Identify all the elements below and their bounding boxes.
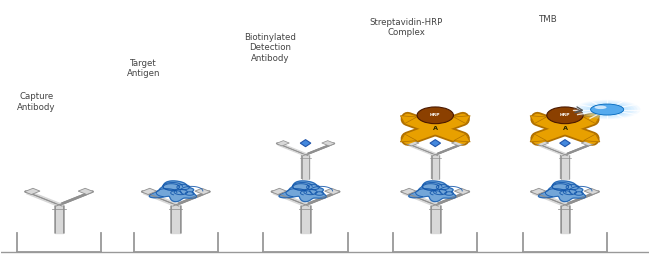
FancyBboxPatch shape xyxy=(271,188,287,194)
Polygon shape xyxy=(409,181,456,202)
Text: TMB: TMB xyxy=(540,15,558,24)
Text: HRP: HRP xyxy=(560,113,570,117)
Polygon shape xyxy=(530,116,547,124)
Polygon shape xyxy=(279,181,326,202)
Polygon shape xyxy=(400,134,417,142)
Polygon shape xyxy=(303,144,334,156)
Text: HRP: HRP xyxy=(430,113,441,117)
FancyBboxPatch shape xyxy=(25,188,40,194)
FancyBboxPatch shape xyxy=(195,188,211,194)
Polygon shape xyxy=(300,140,311,147)
FancyBboxPatch shape xyxy=(324,188,340,194)
FancyBboxPatch shape xyxy=(400,188,416,194)
FancyBboxPatch shape xyxy=(584,188,600,194)
Polygon shape xyxy=(302,192,339,206)
Polygon shape xyxy=(562,192,599,206)
FancyBboxPatch shape xyxy=(581,141,595,146)
Ellipse shape xyxy=(417,107,454,124)
Polygon shape xyxy=(560,140,570,147)
Text: Target
Antigen: Target Antigen xyxy=(127,59,160,78)
Polygon shape xyxy=(454,134,470,142)
Text: A: A xyxy=(562,126,567,131)
Polygon shape xyxy=(56,192,92,206)
Polygon shape xyxy=(272,192,309,206)
Polygon shape xyxy=(584,116,600,124)
Ellipse shape xyxy=(591,104,624,115)
FancyBboxPatch shape xyxy=(141,188,157,194)
Text: Capture
Antibody: Capture Antibody xyxy=(17,93,56,112)
Ellipse shape xyxy=(586,103,629,116)
FancyBboxPatch shape xyxy=(406,141,419,146)
Ellipse shape xyxy=(580,102,634,118)
Polygon shape xyxy=(277,144,308,156)
Text: Streptavidin-HRP
Complex: Streptavidin-HRP Complex xyxy=(369,17,443,37)
Polygon shape xyxy=(407,144,438,156)
Polygon shape xyxy=(25,192,62,206)
Text: Biotinylated
Detection
Antibody: Biotinylated Detection Antibody xyxy=(244,33,296,63)
Ellipse shape xyxy=(574,100,640,119)
Polygon shape xyxy=(532,192,568,206)
Ellipse shape xyxy=(577,101,638,118)
FancyBboxPatch shape xyxy=(536,141,549,146)
Polygon shape xyxy=(530,134,547,142)
Polygon shape xyxy=(432,192,469,206)
Polygon shape xyxy=(142,192,179,206)
Polygon shape xyxy=(433,144,463,156)
FancyBboxPatch shape xyxy=(78,188,94,194)
Text: A: A xyxy=(433,126,437,131)
Ellipse shape xyxy=(547,107,583,124)
Polygon shape xyxy=(430,140,441,147)
Polygon shape xyxy=(538,181,586,202)
Polygon shape xyxy=(454,116,470,124)
Polygon shape xyxy=(150,181,196,202)
FancyBboxPatch shape xyxy=(452,141,465,146)
Polygon shape xyxy=(173,192,209,206)
FancyBboxPatch shape xyxy=(276,141,289,146)
FancyBboxPatch shape xyxy=(530,188,546,194)
Polygon shape xyxy=(584,134,600,142)
Ellipse shape xyxy=(583,102,631,116)
Polygon shape xyxy=(562,144,593,156)
FancyBboxPatch shape xyxy=(454,188,470,194)
FancyBboxPatch shape xyxy=(322,141,335,146)
Ellipse shape xyxy=(595,106,606,109)
Polygon shape xyxy=(400,116,417,124)
Polygon shape xyxy=(537,144,567,156)
Polygon shape xyxy=(402,192,438,206)
